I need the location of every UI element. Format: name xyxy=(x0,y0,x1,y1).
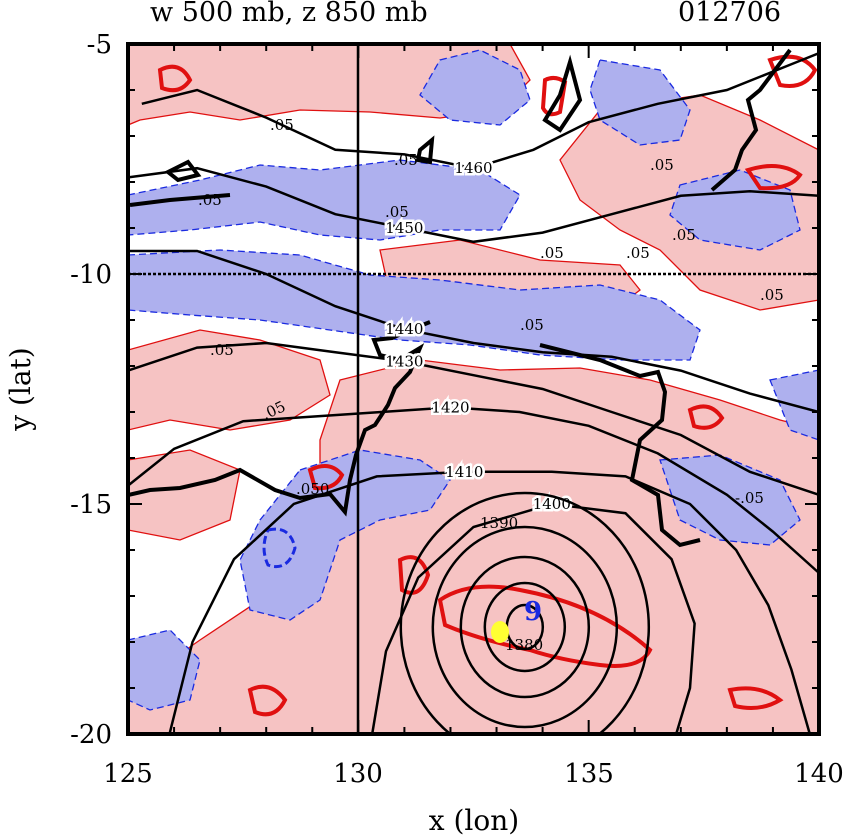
y-tick-label: -10 xyxy=(70,260,112,290)
plot-frame xyxy=(126,42,821,736)
strong-sinking-contours xyxy=(262,527,297,569)
w-contour-label: .05 xyxy=(385,203,409,221)
w-contour-label: .05 xyxy=(672,226,696,244)
height-label-1430: 1430 xyxy=(385,352,423,370)
height-label-1420: 1420 xyxy=(431,398,469,416)
sinking-area xyxy=(128,159,521,241)
w-contour-label: .050 xyxy=(296,480,329,498)
x-tick-label: 135 xyxy=(564,759,614,789)
w-contour-label: .05 xyxy=(626,244,650,262)
x-tick-label: 130 xyxy=(333,759,383,789)
w-contour-label: .05 xyxy=(210,341,234,359)
tick-marks xyxy=(127,43,820,735)
strong-rising-contours xyxy=(157,54,818,717)
w-contour-label: .05 xyxy=(270,116,294,134)
rising-area xyxy=(128,449,241,541)
x-axis-label: x (lon) xyxy=(429,804,519,837)
y-tick-label: -5 xyxy=(87,30,112,60)
sinking-area xyxy=(239,449,451,621)
low-ring-contour xyxy=(459,555,591,699)
x-tick-labels: 125 130 135 140 xyxy=(103,759,844,789)
height-contours: 1460 1450 1440 1430 1420 1410 1400 xyxy=(128,52,819,734)
y-tick-label: -15 xyxy=(70,490,112,520)
height-contour-1460 xyxy=(141,52,819,170)
rising-motion-field xyxy=(128,44,819,734)
plot-title-left: w 500 mb, z 850 mb xyxy=(150,0,428,28)
w-field-labels: .05 .05 .05 .05 .05 .05 .05 .05 .05 .05 .05 -.05 .05… xyxy=(198,116,784,654)
sinking-area xyxy=(128,629,201,711)
height-label-1460: 1460 xyxy=(454,159,492,177)
low-ring-contour xyxy=(399,491,651,734)
height-contour-1430 xyxy=(128,341,819,496)
x-tick-label: 125 xyxy=(103,759,153,789)
height-label-1410: 1410 xyxy=(445,463,483,481)
w-contour-label: .05 xyxy=(394,151,418,169)
y-tick-labels: -5 -10 -15 -20 xyxy=(70,30,112,750)
plot-title-right: 012706 xyxy=(678,0,782,28)
height-contour-1420 xyxy=(128,406,819,574)
w-contour-label: -.05 xyxy=(735,489,764,507)
sinking-area xyxy=(589,59,691,146)
low-center: 9 xyxy=(491,597,542,643)
w-contour-label: 1390 xyxy=(480,514,518,532)
reference-lines xyxy=(128,44,819,734)
w-contour-label: .05 xyxy=(540,244,564,262)
rising-area xyxy=(128,44,531,126)
height-contour-1410 xyxy=(168,470,812,734)
w-contour-label: 1380 xyxy=(505,636,543,654)
w-contour-label: .05 xyxy=(198,191,222,209)
max-marker xyxy=(491,621,509,643)
y-axis-label: y (lat) xyxy=(4,347,37,431)
w-contour-label: .05 xyxy=(520,316,544,334)
y-tick-label: -20 xyxy=(70,720,112,750)
sinking-area xyxy=(419,49,531,126)
height-contour-1450 xyxy=(128,166,819,244)
low-ring-contour xyxy=(483,581,567,673)
w-contour-label: .05 xyxy=(760,286,784,304)
w-contour-label: .05 xyxy=(650,156,674,174)
height-label-1400: 1400 xyxy=(533,495,571,513)
feature-track xyxy=(128,48,792,548)
height-label-1440: 1440 xyxy=(385,320,423,338)
height-label-1450: 1450 xyxy=(385,219,423,237)
low-ring-contour xyxy=(431,525,619,729)
x-tick-label: 140 xyxy=(794,759,844,789)
low-center-label: 9 xyxy=(524,597,542,627)
height-contour-1440 xyxy=(128,249,819,414)
